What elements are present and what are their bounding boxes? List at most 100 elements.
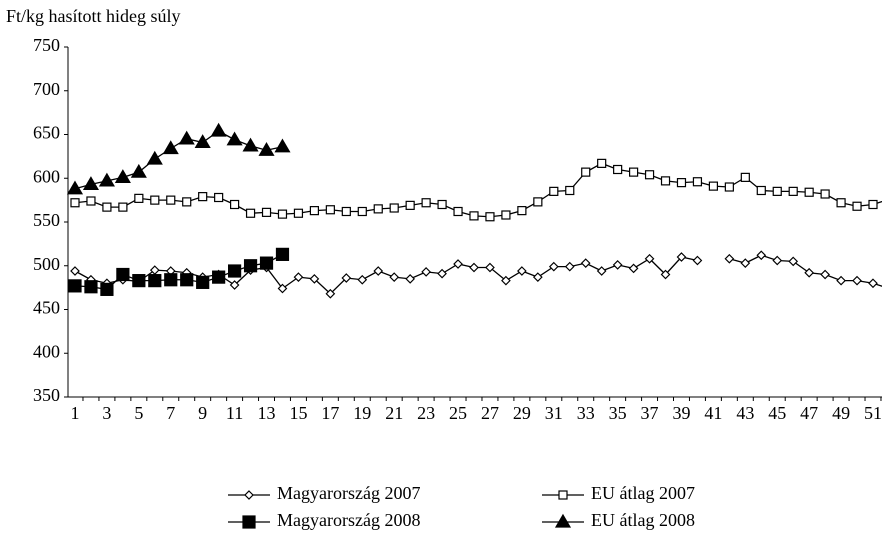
x-tick-label: 25: [449, 403, 467, 423]
legend-label: Magyarország 2007: [277, 483, 420, 503]
y-tick-label: 750: [33, 35, 60, 55]
marker: [628, 167, 639, 177]
marker: [277, 209, 288, 219]
legend-item: Magyarország 2007: [228, 483, 420, 503]
marker: [116, 267, 130, 282]
x-tick-label: 49: [832, 403, 850, 423]
marker: [405, 200, 415, 210]
marker: [724, 182, 734, 192]
marker: [501, 210, 511, 220]
x-tick-label: 37: [641, 403, 659, 423]
marker: [596, 266, 607, 276]
marker: [581, 167, 591, 177]
marker: [692, 255, 703, 266]
marker: [740, 258, 751, 268]
marker: [852, 201, 862, 211]
x-tick-label: 39: [672, 403, 690, 423]
legend-label: EU átlag 2007: [591, 483, 695, 503]
marker: [565, 185, 575, 196]
marker: [242, 515, 256, 529]
marker: [261, 207, 272, 217]
marker: [357, 274, 368, 285]
marker: [244, 490, 254, 500]
marker: [309, 274, 320, 284]
marker: [118, 202, 128, 212]
marker: [309, 206, 319, 216]
marker: [676, 252, 687, 262]
marker: [453, 206, 463, 217]
marker: [724, 253, 735, 264]
x-tick-label: 19: [353, 403, 371, 423]
marker: [485, 262, 495, 273]
marker: [389, 272, 400, 282]
marker: [230, 199, 240, 210]
marker: [70, 198, 80, 208]
marker: [804, 187, 814, 197]
marker: [405, 274, 416, 284]
x-tick-label: 21: [385, 403, 403, 423]
x-tick-label: 29: [513, 403, 531, 423]
x-tick-label: 47: [800, 403, 818, 423]
x-tick-label: 33: [577, 403, 595, 423]
marker: [373, 204, 383, 214]
marker: [293, 272, 304, 282]
x-tick-label: 15: [289, 403, 307, 423]
x-tick-label: 43: [736, 403, 754, 423]
marker: [517, 206, 527, 216]
legend-item: Magyarország 2008: [228, 510, 420, 530]
marker: [212, 270, 226, 284]
marker: [852, 275, 862, 286]
marker: [558, 490, 568, 500]
marker: [421, 198, 431, 208]
marker: [554, 513, 572, 528]
y-tick-label: 450: [33, 298, 60, 318]
x-tick-label: 45: [768, 403, 786, 423]
marker: [756, 185, 766, 196]
marker: [86, 196, 96, 206]
marker: [150, 195, 160, 205]
marker: [245, 208, 256, 218]
y-tick-label: 650: [33, 123, 60, 143]
x-tick-label: 3: [102, 403, 111, 423]
marker: [274, 138, 291, 153]
marker: [146, 150, 163, 165]
marker: [772, 255, 783, 266]
y-tick-label: 500: [33, 254, 60, 274]
y-tick-label: 700: [33, 79, 60, 99]
marker: [258, 142, 275, 156]
x-tick-label: 27: [481, 403, 499, 423]
marker: [196, 275, 210, 289]
marker: [772, 186, 782, 196]
marker: [114, 169, 131, 183]
marker: [70, 266, 80, 276]
marker: [612, 260, 623, 270]
marker: [164, 273, 178, 287]
marker: [130, 163, 147, 178]
marker: [389, 203, 399, 213]
marker: [82, 176, 100, 190]
marker: [692, 177, 703, 187]
marker: [501, 275, 511, 286]
marker: [437, 199, 447, 210]
legend-item: EU átlag 2008: [542, 510, 695, 530]
marker: [242, 137, 259, 152]
marker: [259, 256, 274, 270]
marker: [166, 195, 176, 205]
x-tick-label: 7: [166, 403, 175, 423]
x-tick-label: 51: [864, 403, 882, 423]
marker: [580, 258, 591, 268]
marker: [517, 266, 527, 276]
marker: [740, 172, 750, 182]
marker: [453, 259, 463, 269]
marker: [162, 140, 179, 155]
x-tick-label: 1: [71, 403, 80, 423]
marker: [868, 199, 878, 210]
marker: [180, 273, 194, 287]
x-tick-label: 11: [226, 403, 243, 423]
marker: [357, 206, 367, 217]
marker: [421, 267, 431, 277]
marker: [325, 205, 335, 215]
x-tick-label: 41: [704, 403, 722, 423]
marker: [485, 212, 495, 222]
